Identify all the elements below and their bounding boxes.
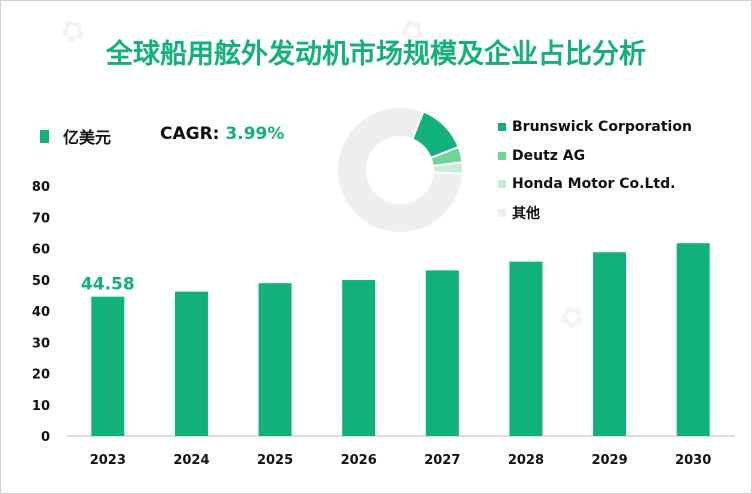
donut-chart [336, 106, 464, 234]
y-tick-label: 60 [32, 243, 50, 258]
x-tick-label: 2026 [341, 453, 377, 468]
bar-2026 [342, 280, 376, 436]
donut-legend: Brunswick Corporation Deutz AG Honda Mot… [498, 113, 692, 227]
unit-label: 亿美元 [63, 128, 112, 147]
bar-2024 [174, 291, 208, 436]
legend-item: Brunswick Corporation [498, 113, 692, 142]
legend-item: Deutz AG [498, 142, 692, 171]
cagr-value: 3.99% [225, 124, 285, 144]
bar-2025 [258, 283, 292, 436]
donut-slice-3 [336, 106, 464, 234]
y-tick-label: 40 [32, 305, 50, 320]
bar-2029 [593, 252, 627, 436]
y-tick-label: 20 [32, 368, 50, 383]
data-label: 44.58 [81, 275, 135, 295]
bar-2023 [91, 296, 125, 436]
legend-swatch [498, 151, 506, 160]
x-tick-label: 2023 [90, 453, 126, 468]
y-tick-label: 70 [32, 211, 50, 226]
legend-item: 其他 [498, 199, 692, 228]
x-tick-label: 2029 [591, 453, 627, 468]
legend-label: Brunswick Corporation [512, 119, 692, 136]
x-tick-label: 2028 [508, 453, 544, 468]
x-tick-label: 2030 [675, 453, 711, 468]
cagr-text: CAGR: 3.99% [160, 124, 284, 144]
legend-swatch [498, 208, 506, 217]
unit-legend: 亿美元 [40, 124, 111, 148]
x-tick-label: 2025 [257, 453, 293, 468]
bar-2027 [425, 270, 459, 436]
x-tick-label: 2027 [424, 453, 460, 468]
legend-item: Honda Motor Co.Ltd. [498, 170, 692, 199]
legend-label: Honda Motor Co.Ltd. [512, 176, 676, 193]
bar-2030 [676, 243, 710, 436]
y-tick-label: 0 [41, 430, 50, 445]
y-tick-label: 10 [32, 399, 50, 414]
y-tick-label: 30 [32, 336, 50, 351]
x-tick-label: 2024 [173, 453, 209, 468]
bar-2028 [509, 261, 543, 436]
cagr-label: CAGR: [160, 124, 220, 144]
legend-swatch [498, 180, 506, 189]
chart-title: 全球船用舷外发动机市场规模及企业占比分析 [106, 39, 646, 70]
legend-label: Deutz AG [512, 147, 586, 164]
y-tick-label: 50 [32, 274, 50, 289]
legend-swatch [498, 123, 506, 132]
unit-swatch [40, 129, 49, 143]
legend-label: 其他 [512, 205, 540, 222]
y-tick-label: 80 [32, 180, 50, 195]
